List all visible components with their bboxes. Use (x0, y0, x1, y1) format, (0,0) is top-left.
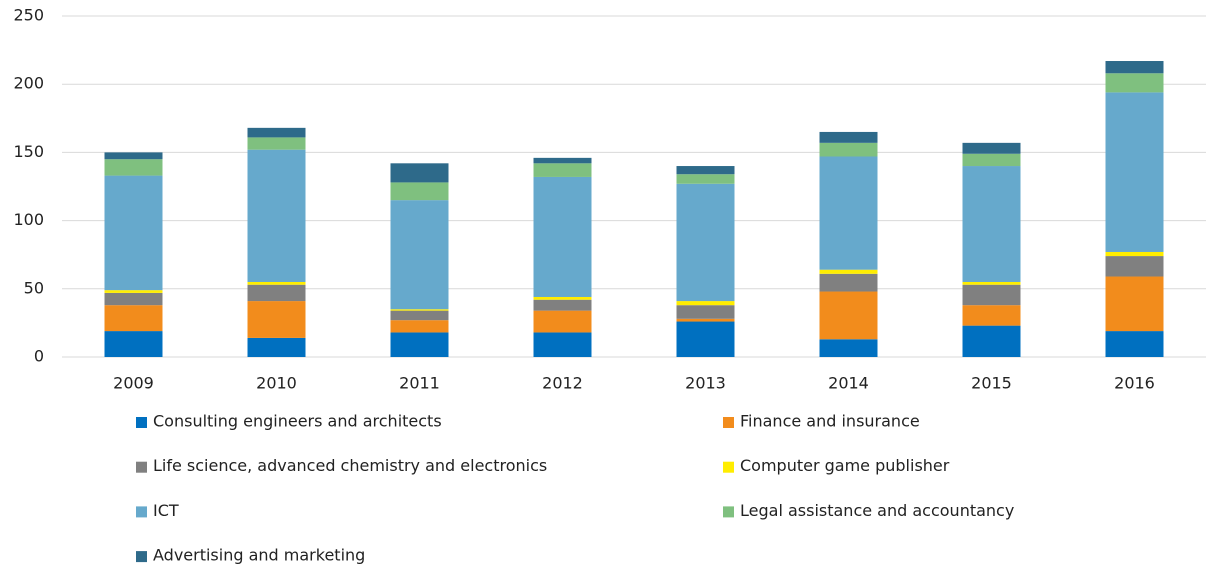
bar-segment (390, 200, 449, 310)
bar-segment (104, 152, 163, 160)
y-tick-label: 200 (13, 74, 44, 93)
x-tick-label: 2016 (1114, 374, 1155, 393)
legend-swatch (136, 506, 147, 518)
bar-segment (247, 149, 306, 282)
bar-segment (819, 339, 878, 357)
bar-segment (1105, 73, 1164, 93)
bar-segment (533, 163, 592, 177)
bar-segment (104, 290, 163, 293)
x-tick-label: 2012 (542, 374, 583, 393)
bar-segment (962, 305, 1021, 326)
y-tick-label: 0 (34, 347, 44, 366)
bar-segment (819, 131, 878, 143)
legend-swatch (723, 417, 734, 428)
x-tick-label: 2011 (399, 374, 440, 393)
y-tick-label: 150 (13, 142, 44, 161)
legend-label: Advertising and marketing (153, 546, 365, 565)
bar-segment (390, 320, 449, 333)
bar-segment (1105, 61, 1164, 74)
legend-label: Life science, advanced chemistry and ele… (153, 456, 547, 475)
legend-label: Computer game publisher (740, 456, 950, 475)
y-tick-label: 50 (24, 278, 44, 297)
bar-segment (390, 332, 449, 357)
bar-segment (962, 166, 1021, 282)
bar-segment (533, 157, 592, 164)
bar-segment (676, 183, 735, 302)
bar-segment (247, 281, 306, 285)
x-tick-label: 2010 (256, 374, 297, 393)
bar-segment (962, 325, 1021, 357)
x-tick-label: 2014 (828, 374, 869, 393)
bar-segment (819, 291, 878, 340)
legend-swatch (136, 551, 147, 563)
bar-segment (390, 163, 449, 183)
legend-label: Finance and insurance (740, 412, 920, 431)
bar-segment (1105, 256, 1164, 277)
bar-segment (1105, 276, 1164, 332)
x-tick-label: 2015 (971, 374, 1012, 393)
bar-segment (104, 159, 163, 176)
bar-segment (1105, 92, 1164, 252)
x-tick-label: 2013 (685, 374, 726, 393)
bar-segment (676, 318, 735, 322)
bar-segment (247, 301, 306, 338)
bar-segment (676, 174, 735, 184)
bar-segment (390, 309, 449, 311)
bar-segment (533, 299, 592, 311)
bar-segment (676, 321, 735, 357)
bar-segment (962, 281, 1021, 285)
legend-swatch (723, 461, 734, 473)
bar-segment (390, 310, 449, 321)
bar-segment (962, 153, 1021, 167)
legend-label: Legal assistance and accountancy (740, 501, 1014, 520)
bar-segment (1105, 251, 1164, 257)
bar-segment (104, 175, 163, 291)
bar-segment (676, 305, 735, 319)
bar-segment (1105, 331, 1164, 357)
legend-swatch (723, 506, 734, 518)
bar-segment (533, 176, 592, 297)
bar-segment (676, 166, 735, 175)
bar-segment (533, 332, 592, 357)
bar-segment (962, 284, 1021, 306)
bar-segment (247, 137, 306, 150)
bar-segment (390, 182, 449, 201)
bar-segment (247, 127, 306, 138)
legend-label: ICT (153, 501, 179, 520)
legend-swatch (136, 417, 147, 428)
bar-segment (962, 142, 1021, 154)
legend-swatch (136, 461, 147, 473)
bar-segment (533, 296, 592, 300)
bar-segment (104, 331, 163, 357)
x-tick-label: 2009 (113, 374, 154, 393)
legend-label: Consulting engineers and architects (153, 412, 442, 431)
y-tick-label: 250 (13, 6, 44, 25)
bar-segment (104, 305, 163, 332)
bar-segment (676, 301, 735, 306)
bar-segment (247, 337, 306, 357)
y-tick-label: 100 (13, 210, 44, 229)
bar-segment (819, 273, 878, 292)
bar-segment (819, 156, 878, 270)
bar-segment (819, 269, 878, 274)
bar-segment (819, 142, 878, 157)
bar-segment (247, 284, 306, 302)
bar-segment (104, 292, 163, 306)
bar-segment (533, 310, 592, 333)
